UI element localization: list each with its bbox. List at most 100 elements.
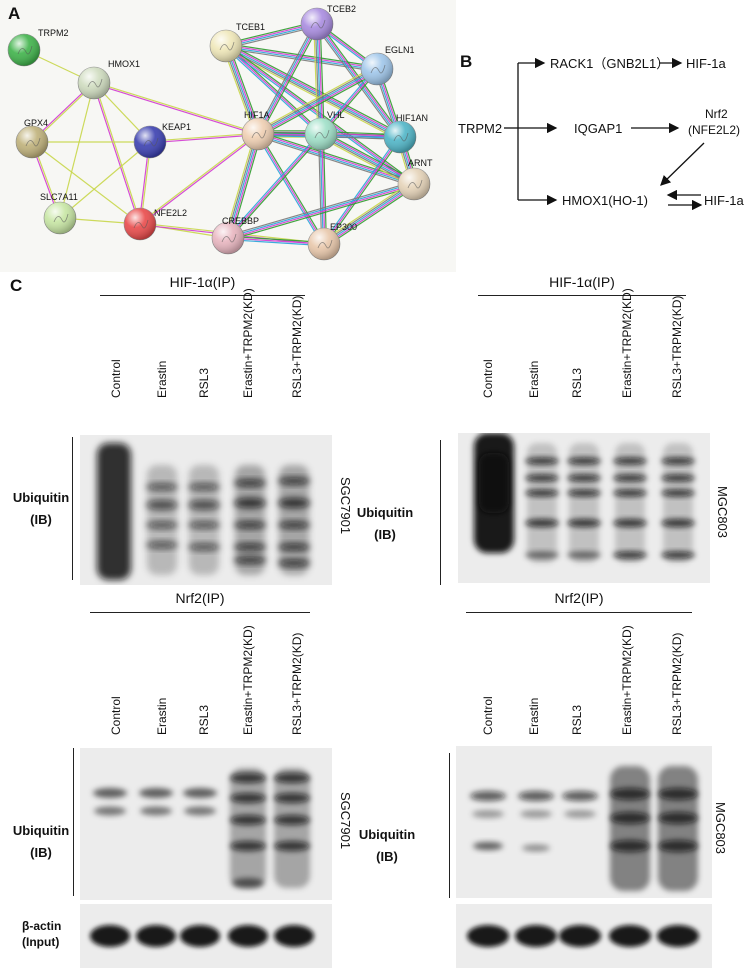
blot-band: [274, 773, 310, 783]
lane-label: RSL3+TRPM2(KD): [290, 632, 304, 735]
blot-band: [234, 498, 266, 508]
blot-band: [564, 810, 596, 818]
cell-label-top-right: MGC803: [715, 486, 730, 539]
blot-band: [467, 925, 509, 947]
lane-label: RSL3: [197, 704, 211, 735]
blot-band: [518, 791, 554, 801]
blot-hif-mgc803: [458, 433, 710, 583]
pathway-nrf2: Nrf2: [705, 107, 728, 121]
blot-hif-sgc7901: [80, 435, 332, 585]
network-edge: [224, 44, 323, 136]
network-node-ep300[interactable]: EP300: [307, 222, 357, 261]
network-node-keap1[interactable]: KEAP1: [133, 122, 191, 159]
ip-header-hif-left: HIF-1α(IP): [169, 274, 236, 290]
ip-rule-nrf2-right: [466, 612, 692, 613]
blot-actin-sgc7901: [80, 904, 332, 968]
blot-band: [93, 788, 127, 798]
blot-band: [274, 815, 310, 825]
blot-band: [609, 925, 651, 947]
blot-band: [610, 840, 650, 852]
blot-band: [613, 551, 647, 559]
network-node-crebbp[interactable]: CREBBP: [211, 216, 259, 255]
network-node-nfe2l2[interactable]: NFE2L2: [123, 207, 187, 241]
network-node-tceb2[interactable]: TCEB2: [300, 4, 356, 41]
blot-band: [610, 788, 650, 800]
pathway-diagram: TRPM2 RACK1（GNB2L1） HIF-1a IQGAP1 Nrf2 (…: [458, 56, 745, 211]
ib-label-bottom-right: Ubiquitin (IB): [358, 827, 416, 864]
lane-label: Erastin: [527, 697, 541, 735]
panel-label-c: C: [10, 276, 23, 295]
network-edge: [59, 141, 151, 219]
blot-band: [230, 841, 266, 851]
cell-label-top-left: SGC7901: [338, 477, 353, 535]
blot-band: [472, 810, 504, 818]
network-node-gpx4[interactable]: GPX4: [15, 118, 49, 159]
blot-band: [234, 556, 266, 564]
ip-rule-nrf2-left: [90, 612, 310, 613]
blot-band: [567, 519, 601, 527]
blot-band: [522, 844, 550, 852]
blot-band: [139, 788, 173, 798]
blot-band: [136, 925, 176, 947]
blot-band: [661, 457, 695, 465]
blot-band: [184, 806, 216, 816]
network-node-hmox1[interactable]: HMOX1: [77, 59, 140, 100]
lane-label: RSL3+TRPM2(KD): [290, 295, 304, 398]
network-node-slc7a11[interactable]: SLC7A11: [40, 192, 78, 235]
blot-band: [274, 925, 314, 947]
blot-band: [525, 474, 559, 482]
pathway-nfe2l2: (NFE2L2): [688, 123, 740, 137]
network-label: NFE2L2: [154, 208, 187, 218]
cell-label-bottom-right: MGC803: [713, 802, 728, 855]
blot-band: [146, 541, 178, 549]
blot-band: [278, 543, 310, 551]
network-edge: [318, 133, 327, 245]
network-label: EP300: [330, 222, 357, 232]
blot-band: [188, 543, 220, 551]
network-edge: [255, 22, 320, 136]
blot-band: [515, 925, 557, 947]
network-label: CREBBP: [222, 216, 259, 226]
blot-smear: [527, 443, 557, 563]
blot-band: [473, 842, 503, 850]
network-node-hif1an[interactable]: HIF1AN: [383, 113, 428, 154]
pathway-hif-bottom: HIF-1a: [704, 193, 745, 208]
network-node-hif1a[interactable]: HIF1A: [241, 110, 275, 151]
blot-band: [613, 519, 647, 527]
network-edge: [31, 141, 141, 225]
network-edge: [313, 23, 325, 135]
blot-band: [140, 806, 172, 816]
blot-band: [188, 483, 220, 491]
blot-band: [90, 925, 130, 947]
blot-band: [559, 925, 601, 947]
lane-label: RSL3+TRPM2(KD): [670, 295, 684, 398]
blot-band: [94, 806, 126, 816]
blot-band: [613, 457, 647, 465]
lane-label: RSL3+TRPM2(KD): [670, 632, 684, 735]
blot-band: [278, 498, 310, 508]
lane-label: Erastin: [527, 360, 541, 398]
blot-band: [661, 489, 695, 497]
blot-band: [188, 521, 220, 529]
blot-band: [230, 793, 266, 803]
network-node-trpm2[interactable]: TRPM2: [7, 28, 69, 67]
blot-band: [567, 474, 601, 482]
network-edge: [92, 82, 142, 225]
protein-network: TRPM2 HMOX1 GPX4 KEAP1 SLC7A11 NFE2L2 TCEB1 TCE…: [7, 4, 433, 261]
lane-label: Control: [109, 359, 123, 398]
network-edge: [226, 132, 323, 240]
ip-header-nrf2-left: Nrf2(IP): [175, 590, 225, 606]
blot-band: [274, 841, 310, 851]
network-edge: [139, 132, 259, 226]
network-node-vhl[interactable]: VHL: [304, 110, 345, 151]
panel-label-a: A: [8, 4, 21, 23]
pathway-hif-top: HIF-1a: [686, 56, 727, 71]
network-node-arnt[interactable]: ARNT: [397, 158, 433, 201]
network-node-tceb1[interactable]: TCEB1: [209, 22, 265, 63]
ip-rule-hif-right: [478, 295, 686, 296]
network-edge: [93, 81, 259, 136]
pathway-rack1: RACK1（GNB2L1）: [550, 56, 669, 71]
blot-smear: [610, 766, 650, 891]
blot-band: [146, 521, 178, 529]
network-node-egln1[interactable]: EGLN1: [360, 45, 415, 86]
